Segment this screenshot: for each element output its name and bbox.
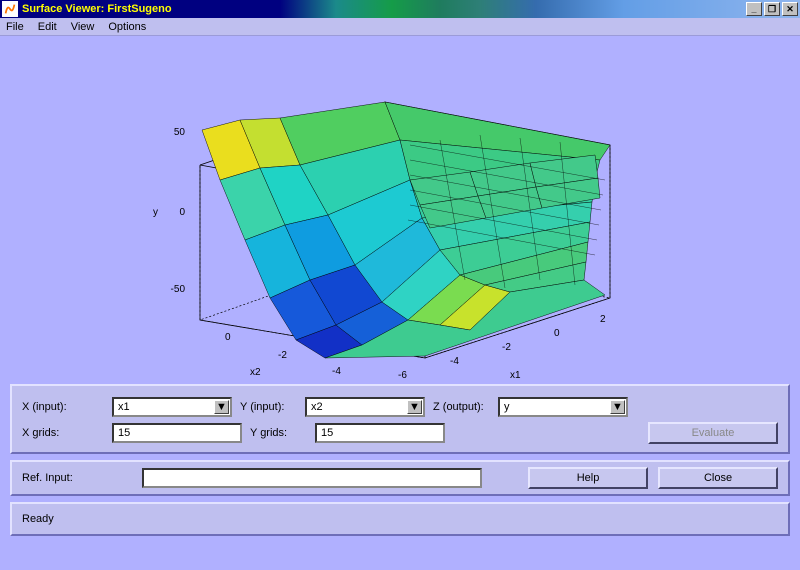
menu-view[interactable]: View (71, 21, 95, 33)
x-grids-input[interactable]: 15 (112, 423, 242, 443)
ref-input-label: Ref. Input: (22, 472, 132, 484)
svg-text:2: 2 (600, 314, 606, 325)
menu-edit[interactable]: Edit (38, 21, 57, 33)
x-input-label: X (input): (22, 401, 112, 413)
surface-plot[interactable]: 50 0 -50 y 0 -2 -4 x2 -6 -4 -2 0 2 x1 (10, 40, 790, 378)
x-grids-value: 15 (118, 427, 130, 439)
controls-panel: X (input): x1 ▼ Y (input): x2 ▼ Z (outpu… (10, 384, 790, 454)
close-window-button[interactable]: ✕ (782, 2, 798, 16)
y-grids-input[interactable]: 15 (315, 423, 445, 443)
svg-text:50: 50 (174, 127, 186, 138)
title-doc: FirstSugeno (107, 3, 171, 15)
x-input-value: x1 (118, 401, 130, 413)
chevron-down-icon: ▼ (407, 400, 422, 414)
chevron-down-icon: ▼ (214, 400, 229, 414)
svg-text:-50: -50 (171, 284, 186, 295)
y-axis-label: x2 (250, 367, 261, 378)
evaluate-button[interactable]: Evaluate (648, 422, 778, 444)
y-input-value: x2 (311, 401, 323, 413)
z-axis-label: y (153, 207, 158, 218)
svg-text:0: 0 (179, 207, 185, 218)
x-grids-label: X grids: (22, 427, 112, 439)
z-output-select[interactable]: y ▼ (498, 397, 628, 417)
y-input-label: Y (input): (240, 401, 305, 413)
y-input-select[interactable]: x2 ▼ (305, 397, 425, 417)
svg-text:-2: -2 (502, 342, 511, 353)
svg-text:-6: -6 (398, 370, 407, 378)
evaluate-label: Evaluate (692, 427, 735, 439)
window-controls: _ ❐ ✕ (744, 2, 800, 16)
y-grids-value: 15 (321, 427, 333, 439)
title-app: Surface Viewer: (22, 3, 104, 15)
menu-options[interactable]: Options (108, 21, 146, 33)
menu-file[interactable]: File (6, 21, 24, 33)
close-label: Close (704, 472, 732, 484)
maximize-button[interactable]: ❐ (764, 2, 780, 16)
svg-text:-4: -4 (332, 366, 341, 377)
z-output-label: Z (output): (433, 401, 498, 413)
status-text: Ready (22, 513, 54, 525)
chevron-down-icon: ▼ (610, 400, 625, 414)
help-label: Help (577, 472, 600, 484)
menubar: File Edit View Options (0, 18, 800, 36)
close-button[interactable]: Close (658, 467, 778, 489)
z-output-value: y (504, 401, 510, 413)
x-input-select[interactable]: x1 ▼ (112, 397, 232, 417)
ref-input[interactable] (142, 468, 482, 488)
status-panel: Ready (10, 502, 790, 536)
help-button[interactable]: Help (528, 467, 648, 489)
svg-text:0: 0 (554, 328, 560, 339)
x-axis-label: x1 (510, 370, 521, 378)
svg-text:-4: -4 (450, 356, 459, 367)
ref-panel: Ref. Input: Help Close (10, 460, 790, 496)
window-title: Surface Viewer: FirstSugeno (22, 3, 172, 15)
svg-text:0: 0 (225, 332, 231, 343)
y-grids-label: Y grids: (250, 427, 315, 439)
svg-text:-2: -2 (278, 350, 287, 361)
minimize-button[interactable]: _ (746, 2, 762, 16)
titlebar: Surface Viewer: FirstSugeno _ ❐ ✕ (0, 0, 800, 18)
app-icon (2, 1, 18, 17)
